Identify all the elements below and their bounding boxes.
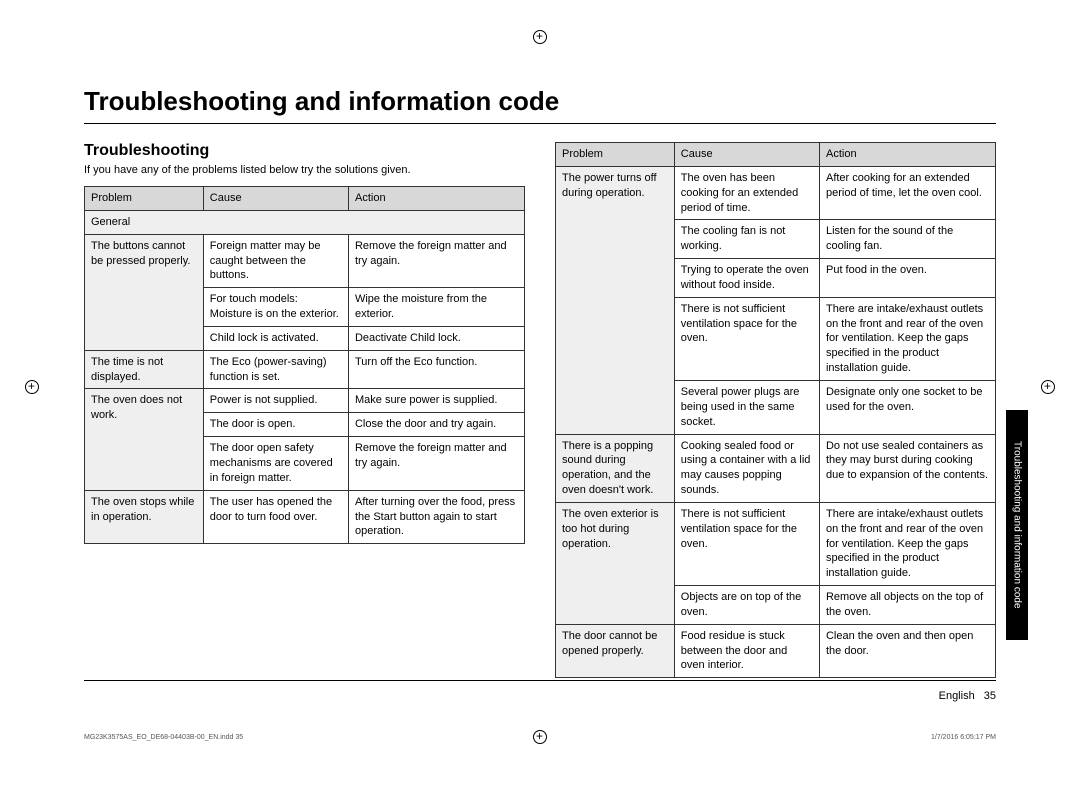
action-cell: Designate only one socket to be used for…: [819, 380, 995, 434]
cause-cell: There is not sufficient ventilation spac…: [674, 297, 819, 380]
action-cell: Do not use sealed containers as they may…: [819, 434, 995, 502]
troubleshooting-table-left: Problem Cause Action General The buttons…: [84, 186, 525, 544]
problem-cell: The oven exterior is too hot during oper…: [556, 502, 675, 624]
action-cell: Deactivate Child lock.: [348, 326, 524, 350]
footer-language: English: [939, 690, 975, 702]
action-cell: Make sure power is supplied.: [348, 389, 524, 413]
action-cell: There are intake/exhaust outlets on the …: [819, 297, 995, 380]
table-header-row: Problem Cause Action: [85, 187, 525, 211]
section-title: Troubleshooting: [84, 142, 525, 160]
action-cell: After cooking for an extended period of …: [819, 166, 995, 220]
problem-cell: There is a popping sound during operatio…: [556, 434, 675, 502]
footer-page-number: 35: [984, 690, 996, 702]
action-cell: Listen for the sound of the cooling fan.: [819, 220, 995, 259]
cause-cell: Cooking sealed food or using a container…: [674, 434, 819, 502]
page-title: Troubleshooting and information code: [84, 86, 996, 117]
action-cell: Wipe the moisture from the exterior.: [348, 288, 524, 327]
action-cell: Remove the foreign matter and try again.: [348, 437, 524, 491]
cause-cell: The cooling fan is not working.: [674, 220, 819, 259]
print-footer: MG23K3575AS_EO_DE68-04403B-00_EN.indd 35…: [84, 734, 996, 741]
right-column: Problem Cause Action The power turns off…: [555, 142, 996, 678]
problem-cell: The oven does not work.: [85, 389, 204, 490]
category-row: General: [85, 210, 525, 234]
action-cell: Clean the oven and then open the door.: [819, 624, 995, 678]
cause-cell: Power is not supplied.: [203, 389, 348, 413]
cause-cell: The oven has been cooking for an extende…: [674, 166, 819, 220]
table-header-row: Problem Cause Action: [556, 143, 996, 167]
cause-cell: Foreign matter may be caught between the…: [203, 234, 348, 288]
cause-cell: Objects are on top of the oven.: [674, 586, 819, 625]
problem-cell: The door cannot be opened properly.: [556, 624, 675, 678]
page-footer: English 35: [939, 690, 996, 702]
th-cause: Cause: [674, 143, 819, 167]
problem-cell: The buttons cannot be pressed properly.: [85, 234, 204, 350]
cause-cell: Food residue is stuck between the door a…: [674, 624, 819, 678]
page-container: Troubleshooting and information code Tro…: [0, 0, 1080, 678]
action-cell: There are intake/exhaust outlets on the …: [819, 502, 995, 585]
title-rule: [84, 123, 996, 124]
table-row: There is a popping sound during operatio…: [556, 434, 996, 502]
section-tab: Troubleshooting and information code: [1006, 410, 1028, 640]
table-row: The door cannot be opened properly. Food…: [556, 624, 996, 678]
table-row: The time is not displayed. The Eco (powe…: [85, 350, 525, 389]
intro-text: If you have any of the problems listed b…: [84, 164, 525, 176]
th-problem: Problem: [556, 143, 675, 167]
cause-cell: The door open safety mechanisms are cove…: [203, 437, 348, 491]
print-file: MG23K3575AS_EO_DE68-04403B-00_EN.indd 35: [84, 734, 243, 741]
th-problem: Problem: [85, 187, 204, 211]
action-cell: Remove the foreign matter and try again.: [348, 234, 524, 288]
cause-cell: For touch models: Moisture is on the ext…: [203, 288, 348, 327]
th-action: Action: [819, 143, 995, 167]
cause-cell: Trying to operate the oven without food …: [674, 259, 819, 298]
category-cell: General: [85, 210, 525, 234]
problem-cell: The power turns off during operation.: [556, 166, 675, 434]
problem-cell: The oven stops while in operation.: [85, 490, 204, 544]
cause-cell: Child lock is activated.: [203, 326, 348, 350]
print-date: 1/7/2016 6:05:17 PM: [931, 734, 996, 741]
table-row: The oven stops while in operation. The u…: [85, 490, 525, 544]
th-action: Action: [348, 187, 524, 211]
th-cause: Cause: [203, 187, 348, 211]
content-columns: Troubleshooting If you have any of the p…: [84, 142, 996, 678]
action-cell: Close the door and try again.: [348, 413, 524, 437]
action-cell: Put food in the oven.: [819, 259, 995, 298]
table-row: The buttons cannot be pressed properly. …: [85, 234, 525, 288]
table-row: The power turns off during operation. Th…: [556, 166, 996, 220]
cause-cell: The user has opened the door to turn foo…: [203, 490, 348, 544]
action-cell: Remove all objects on the top of the ove…: [819, 586, 995, 625]
action-cell: Turn off the Eco function.: [348, 350, 524, 389]
table-row: The oven does not work. Power is not sup…: [85, 389, 525, 413]
action-cell: After turning over the food, press the S…: [348, 490, 524, 544]
left-column: Troubleshooting If you have any of the p…: [84, 142, 525, 678]
cause-cell: There is not sufficient ventilation spac…: [674, 502, 819, 585]
problem-cell: The time is not displayed.: [85, 350, 204, 389]
troubleshooting-table-right: Problem Cause Action The power turns off…: [555, 142, 996, 678]
cause-cell: The Eco (power-saving) function is set.: [203, 350, 348, 389]
cause-cell: Several power plugs are being used in th…: [674, 380, 819, 434]
section-tab-label: Troubleshooting and information code: [1012, 441, 1023, 609]
footer-rule: [84, 680, 996, 681]
cause-cell: The door is open.: [203, 413, 348, 437]
table-row: The oven exterior is too hot during oper…: [556, 502, 996, 585]
